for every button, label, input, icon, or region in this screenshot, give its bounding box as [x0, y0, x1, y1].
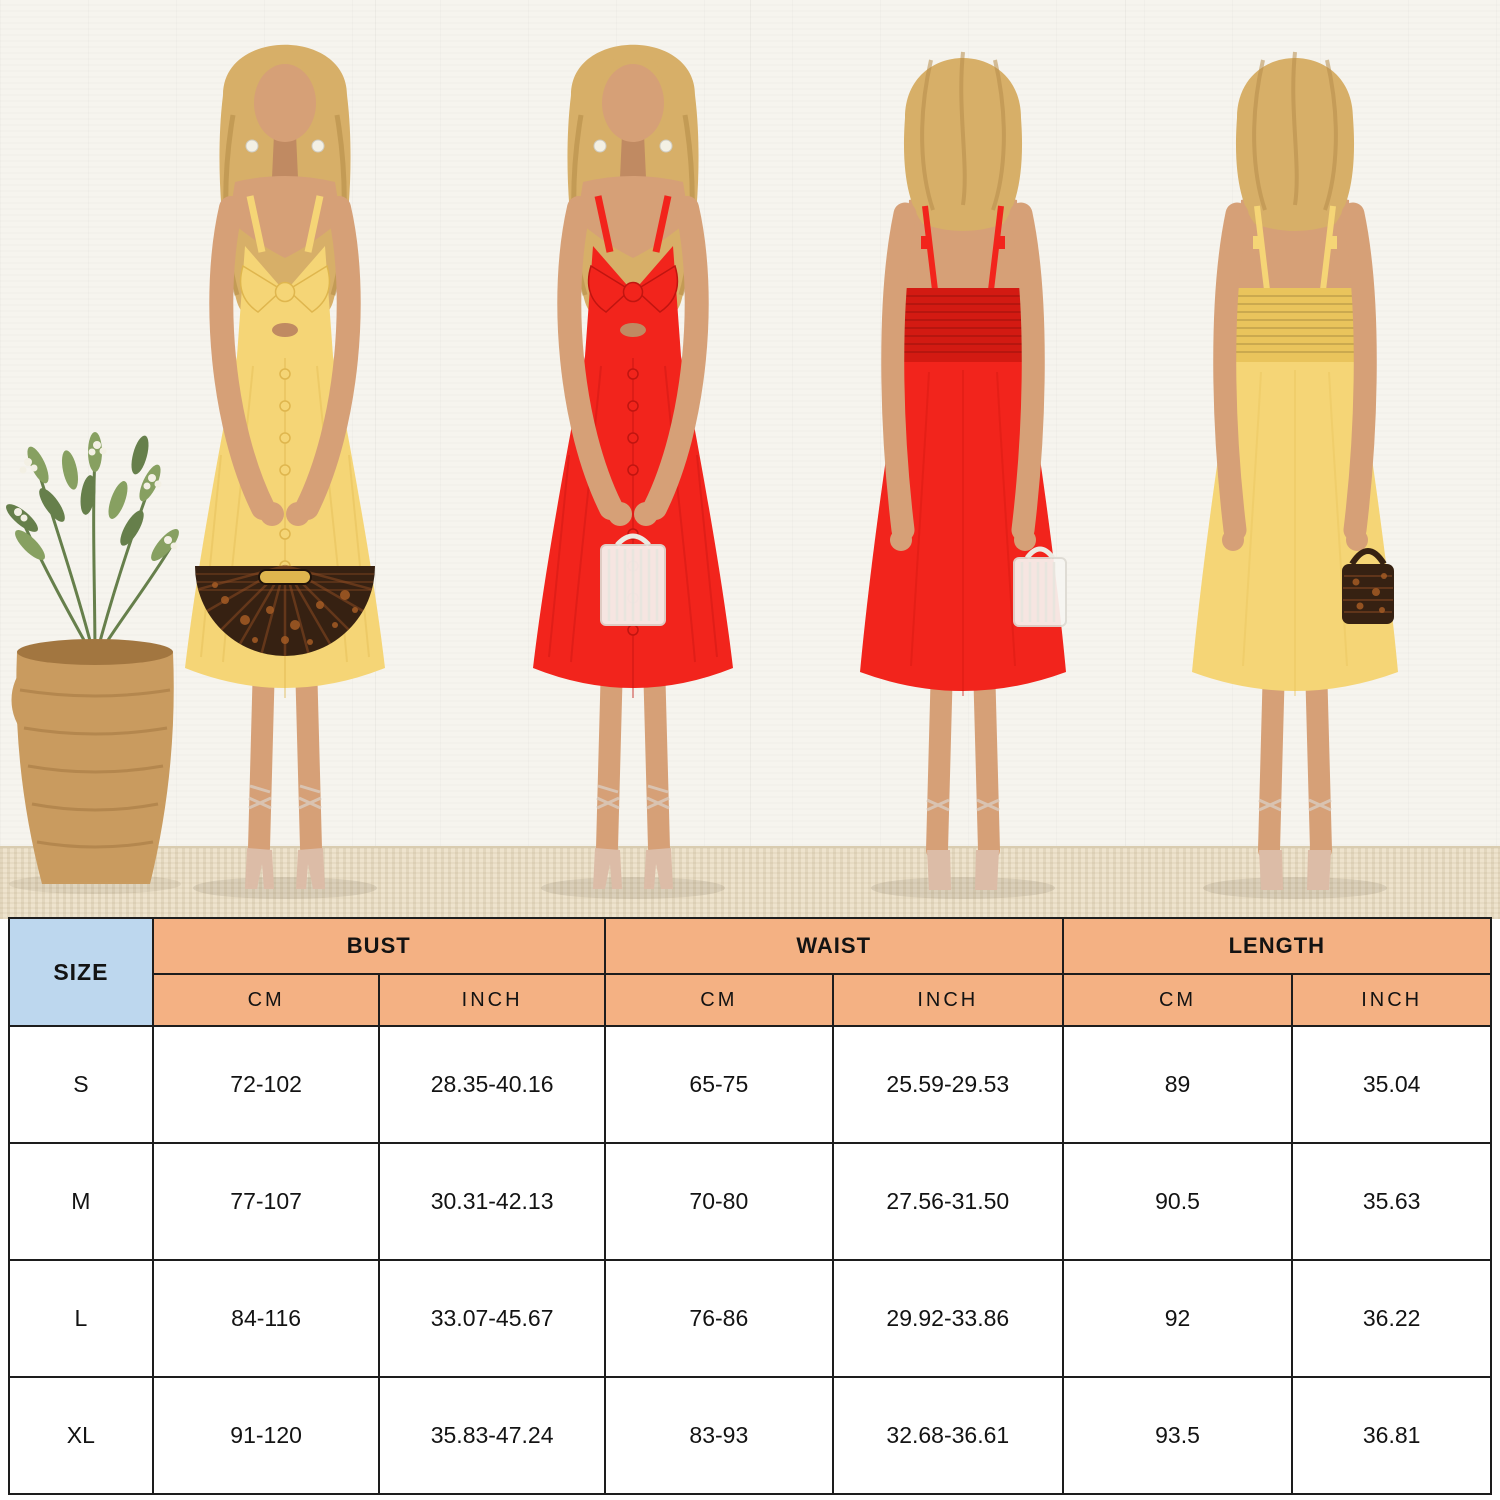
waist-header: WAIST	[603, 917, 1064, 975]
size-corner-header: SIZE	[8, 917, 154, 1027]
cell-length-cm: 90.5	[1061, 1142, 1294, 1261]
cell-length-inch: 35.63	[1291, 1142, 1492, 1261]
cell-waist-cm: 70-80	[603, 1142, 834, 1261]
model-yellow-dress-front	[185, 45, 385, 899]
cell-length-cm: 92	[1061, 1259, 1294, 1378]
size-row-l: L 84-116 33.07-45.67 76-86 29.92-33.86 9…	[8, 1259, 1492, 1378]
photo-scene	[6, 0, 1500, 917]
cell-bust-cm: 77-107	[151, 1142, 381, 1261]
cell-waist-inch: 25.59-29.53	[831, 1025, 1064, 1144]
cell-size: XL	[8, 1376, 154, 1495]
clear-handbag-small	[1013, 546, 1067, 627]
size-row-xl: XL 91-120 35.83-47.24 83-93 32.68-36.61 …	[8, 1376, 1492, 1495]
cell-size: S	[8, 1025, 154, 1144]
basket-body	[16, 652, 174, 884]
bust-header: BUST	[151, 917, 606, 975]
cell-bust-cm: 91-120	[151, 1376, 381, 1495]
bamboo-ark-handbag	[195, 564, 375, 656]
cell-waist-cm: 76-86	[603, 1259, 834, 1378]
size-chart-table: SIZE BUST WAIST LENGTH CM INCH CM INCH C…	[8, 917, 1493, 1495]
cell-waist-cm: 83-93	[603, 1376, 834, 1495]
clear-handbag	[600, 533, 666, 626]
cell-length-inch: 36.22	[1291, 1259, 1492, 1378]
model-red-dress-back	[860, 52, 1066, 899]
model-yellow-dress-back	[1192, 52, 1398, 899]
waist-cm-header: CM	[603, 973, 834, 1027]
size-row-m: M 77-107 30.31-42.13 70-80 27.56-31.50 9…	[8, 1142, 1492, 1261]
bag-handle-slot	[258, 569, 312, 585]
cell-bust-inch: 28.35-40.16	[378, 1025, 606, 1144]
tortoise-mini-handbag	[1342, 548, 1394, 624]
cell-size: M	[8, 1142, 154, 1261]
cell-bust-cm: 84-116	[151, 1259, 381, 1378]
cell-length-inch: 35.04	[1291, 1025, 1492, 1144]
length-cm-header: CM	[1061, 973, 1294, 1027]
photo-collage	[0, 0, 1500, 919]
cell-bust-inch: 35.83-47.24	[378, 1376, 606, 1495]
cell-waist-cm: 65-75	[603, 1025, 834, 1144]
cell-waist-inch: 32.68-36.61	[831, 1376, 1064, 1495]
cell-length-inch: 36.81	[1291, 1376, 1492, 1495]
cell-waist-inch: 29.92-33.86	[831, 1259, 1064, 1378]
length-inch-header: INCH	[1291, 973, 1492, 1027]
plant	[6, 432, 179, 661]
wicker-basket-plant	[6, 432, 181, 894]
length-header: LENGTH	[1061, 917, 1493, 975]
size-chart: SIZE BUST WAIST LENGTH CM INCH CM INCH C…	[8, 917, 1493, 1495]
cell-length-cm: 93.5	[1061, 1376, 1294, 1495]
bust-cm-header: CM	[151, 973, 381, 1027]
size-row-s: S 72-102 28.35-40.16 65-75 25.59-29.53 8…	[8, 1025, 1492, 1144]
cell-length-cm: 89	[1061, 1025, 1294, 1144]
bust-inch-header: INCH	[378, 973, 606, 1027]
model-red-dress-front	[533, 45, 733, 899]
cell-bust-inch: 33.07-45.67	[378, 1259, 606, 1378]
cell-size: L	[8, 1259, 154, 1378]
cell-bust-inch: 30.31-42.13	[378, 1142, 606, 1261]
waist-inch-header: INCH	[831, 973, 1064, 1027]
cell-waist-inch: 27.56-31.50	[831, 1142, 1064, 1261]
cell-bust-cm: 72-102	[151, 1025, 381, 1144]
